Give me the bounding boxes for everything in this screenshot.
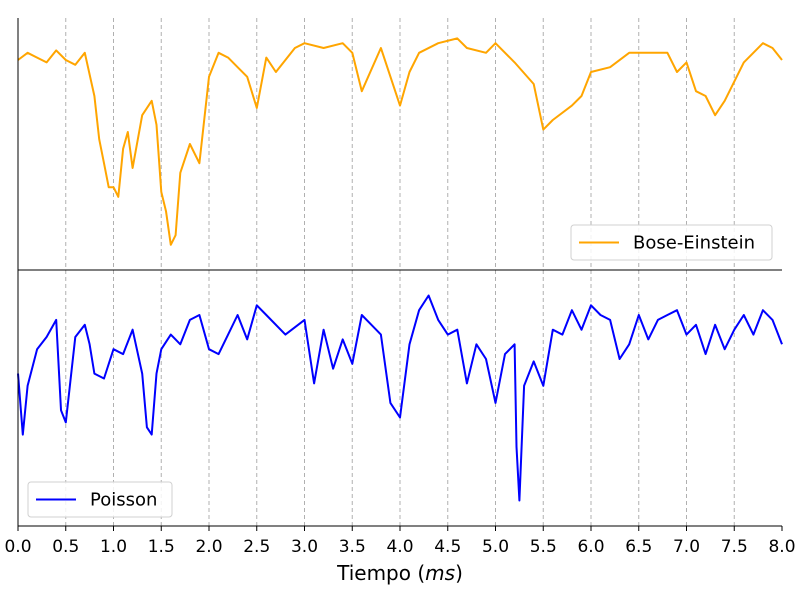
x-tick-label: 2.0 [195,537,222,557]
x-tick-label: 7.5 [721,537,748,557]
x-tick-label: 6.5 [625,537,652,557]
series-line-poisson [17,294,783,502]
legends: Bose-Einstein Poisson [27,224,773,518]
x-tick-label: 5.5 [530,537,557,557]
legend-box-poisson [27,481,173,518]
legend-label-bose-einstein: Bose-Einstein [633,233,755,254]
x-tick-label: 0.5 [52,537,79,557]
series-line-bose-einstein [17,37,783,246]
x-tick-label: 7.0 [673,537,700,557]
x-tick-label: 3.5 [339,537,366,557]
x-tick-label: 3.0 [291,537,318,557]
x-tick-label: 6.0 [577,537,604,557]
x-tick-label: 1.5 [148,537,175,557]
legend-label-poisson: Poisson [90,490,157,511]
x-axis-label: Tiempo (ms) [336,561,463,585]
x-tick-label: 8.0 [768,537,795,557]
series-lines [17,37,783,502]
x-tick-label: 2.5 [243,537,270,557]
x-tick-label: 5.0 [482,537,509,557]
grid-lines [65,18,735,526]
x-tick-label: 4.5 [434,537,461,557]
x-tick-label: 1.0 [100,537,127,557]
x-ticks: 0.0 0.5 1.0 1.5 2.0 2.5 3.0 3.5 4.0 4.5 5.0 5.5 6.0 6… [4,526,796,557]
legend-box-bose-einstein [570,224,773,261]
x-tick-label: 0.0 [4,537,31,557]
x-tick-label: 4.0 [386,537,413,557]
